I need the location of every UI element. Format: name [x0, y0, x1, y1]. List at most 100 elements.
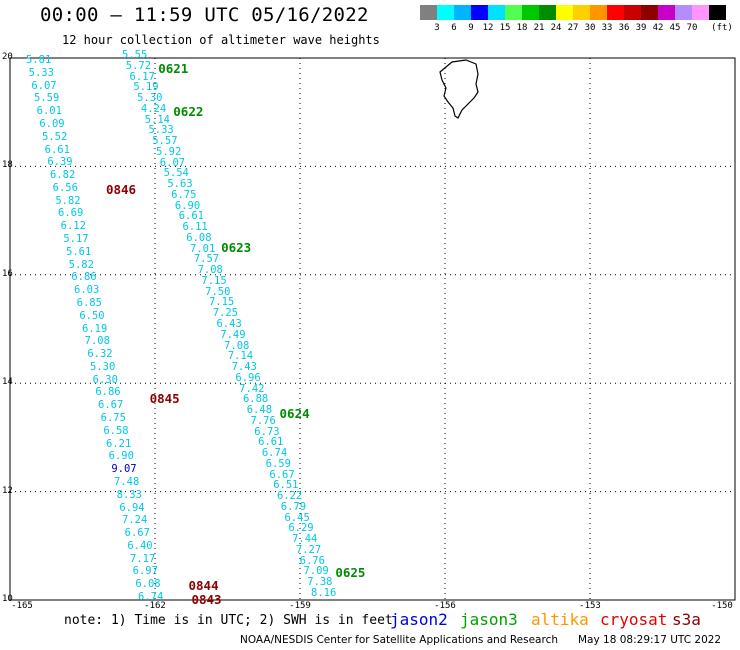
wave-height-value: 5.57	[152, 135, 178, 148]
wave-height-value: 6.56	[52, 181, 78, 194]
wave-height-value: 6.90	[174, 199, 201, 212]
longitude-tick-label: -153	[579, 601, 601, 611]
wave-height-value: 4.24	[140, 102, 167, 115]
color-swatch-label: 42	[652, 23, 664, 33]
color-swatch-label: 36	[618, 23, 630, 33]
pass-time-label: 0624	[279, 406, 310, 421]
pass-time-label: 0621	[158, 60, 189, 76]
pass-time-label: 0846	[105, 182, 137, 198]
wave-height-value: 6.69	[58, 207, 84, 220]
wave-height-value: 5.61	[66, 245, 92, 258]
wave-height-value: 6.32	[87, 348, 113, 361]
wave-height-value: 6.75	[100, 412, 126, 424]
wave-height-value: 6.48	[246, 404, 273, 417]
color-swatch-label: 6	[451, 23, 457, 33]
color-swatch	[556, 5, 573, 20]
wave-height-value: 5.30	[90, 360, 116, 373]
wave-height-value: 7.43	[231, 361, 257, 374]
wave-height-value: 6.12	[60, 220, 86, 233]
wave-height-value: 6.58	[103, 424, 129, 437]
color-swatch	[522, 5, 539, 20]
wave-height-value: 5.19	[133, 81, 159, 94]
wave-height-value: 7.08	[84, 335, 110, 348]
color-swatch	[692, 5, 709, 20]
wave-height-value: 8.16	[311, 587, 337, 599]
color-scale-unit: (ft)	[711, 23, 733, 33]
color-swatch-label: 15	[499, 23, 511, 33]
longitude-tick-label: -165	[11, 601, 33, 611]
longitude-tick-label: -162	[144, 601, 166, 611]
color-swatch	[590, 5, 607, 20]
footnote: note: 1) Time is in UTC; 2) SWH is in fe…	[64, 613, 393, 628]
wave-height-value: 7.15	[208, 296, 235, 309]
wave-height-value: 7.57	[193, 253, 220, 266]
wave-height-value: 5.82	[68, 258, 94, 271]
wave-height-value: 6.86	[95, 386, 121, 399]
wave-height-value: 6.85	[76, 296, 102, 309]
wave-height-value: 7.14	[227, 350, 254, 363]
wave-height-value: 6.07	[31, 79, 57, 92]
wave-height-value: 6.22	[276, 490, 303, 503]
color-swatch	[675, 5, 692, 20]
wave-height-value: 7.49	[220, 328, 246, 341]
wave-height-value: 5.81	[26, 54, 52, 66]
wave-height-value: 7.08	[224, 339, 250, 352]
color-swatch	[505, 5, 522, 20]
lat-lon-grid	[9, 57, 736, 601]
wave-height-value: 7.76	[250, 414, 276, 427]
wave-height-value: 6.08	[135, 578, 161, 591]
wave-height-value: 5.63	[167, 178, 193, 191]
color-swatch	[454, 5, 471, 20]
credit-line: NOAA/NESDIS Center for Satellite Applica…	[240, 634, 558, 646]
color-swatch-label: 24	[550, 23, 562, 33]
wave-height-value: 6.21	[106, 437, 132, 450]
pass-time-label: 0843	[191, 591, 222, 607]
wave-height-value: 6.50	[79, 309, 105, 322]
color-swatch-label: 21	[533, 23, 545, 33]
map-frame	[9, 57, 736, 601]
pass-time-label: 0623	[221, 239, 252, 255]
wave-height-value: 7.48	[114, 475, 140, 488]
wave-height-value: 6.67	[98, 399, 124, 412]
mission-legend-s3a: s3a	[672, 610, 701, 629]
wave-height-value: 6.61	[178, 210, 204, 223]
wave-height-value: 6.76	[299, 554, 325, 567]
wave-height-value: 5.82	[55, 194, 81, 207]
mission-legend-altika: altika	[531, 610, 589, 629]
wave-height-value: 6.09	[39, 117, 65, 130]
color-swatch-label: 30	[584, 23, 596, 33]
wave-height-value: 7.08	[197, 264, 223, 277]
wave-height-value: 7.25	[212, 307, 239, 320]
wave-height-value: 6.40	[127, 539, 153, 552]
color-swatch	[539, 5, 556, 20]
wave-height-value: 6.90	[108, 450, 134, 463]
mission-legend-cryosat: cryosat	[600, 610, 668, 629]
color-swatch	[607, 5, 624, 20]
wave-height-value: 6.79	[280, 500, 307, 513]
wave-height-value: 6.59	[265, 457, 291, 470]
wave-height-value: 6.08	[186, 231, 212, 244]
latitude-tick-label: 16	[2, 268, 13, 279]
wave-height-value: 7.01	[190, 242, 216, 255]
wave-height-value: 6.74	[138, 591, 164, 603]
color-swatch-label: 70	[686, 23, 698, 33]
generation-timestamp: May 18 08:29:17 UTC 2022	[578, 634, 722, 646]
wave-height-value: 6.07	[159, 156, 186, 169]
chart-subtitle: 12 hour collection of altimeter wave hei…	[62, 33, 380, 47]
color-swatch-label: 9	[468, 23, 474, 33]
wave-height-value: 6.51	[273, 479, 299, 492]
pass-time-label: 0622	[173, 103, 204, 119]
wave-height-value: 7.42	[239, 382, 265, 395]
wave-height-value: 5.54	[163, 167, 189, 180]
latitude-tick-label: 12	[2, 485, 13, 496]
color-swatch-label: 3	[434, 23, 440, 33]
wave-height-value: 6.88	[242, 393, 269, 406]
wave-height-value: 5.14	[144, 113, 170, 126]
color-swatch	[488, 5, 505, 20]
color-swatch	[471, 5, 488, 20]
wave-height-value: 7.24	[122, 514, 148, 527]
wave-height-value: 5.33	[28, 66, 54, 79]
wave-height-value: 7.17	[130, 552, 156, 565]
wave-height-value: 7.50	[205, 285, 231, 298]
color-swatch	[624, 5, 641, 20]
